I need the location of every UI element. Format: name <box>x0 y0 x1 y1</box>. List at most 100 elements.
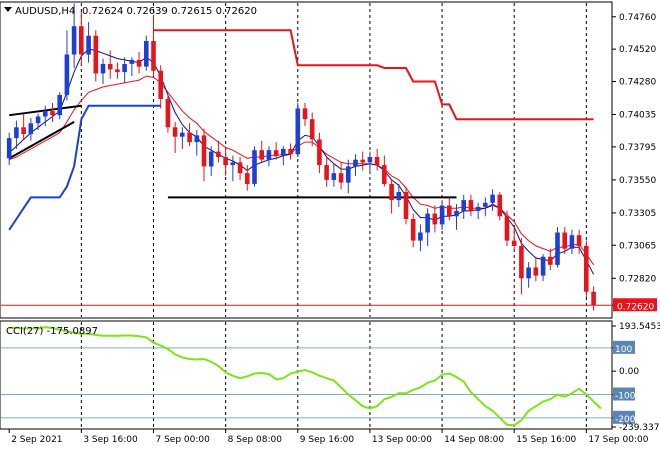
cci-label: CCI(27) -175.0897 <box>6 326 98 337</box>
price-tick-label: 0.73550 <box>619 176 656 186</box>
candle-body <box>410 219 416 241</box>
candle-body <box>418 232 423 241</box>
candle-body <box>288 148 293 155</box>
candle-body <box>100 64 106 74</box>
axes: 0.74760 0.74520 0.74280 0.74035 0.73795 0.735… <box>8 13 660 445</box>
candle-body <box>129 59 135 64</box>
price-tick-label: 0.74280 <box>619 77 656 87</box>
candle-body <box>136 59 142 67</box>
candle-body <box>194 135 200 143</box>
candle-body <box>475 206 481 211</box>
candle-body <box>302 108 308 120</box>
candle-body <box>447 205 452 217</box>
candle-body <box>79 26 84 55</box>
price-tick-label: 0.72820 <box>619 274 656 284</box>
candle-body <box>180 132 185 137</box>
candle-body <box>273 150 279 156</box>
cci-tick-label: 0.00 <box>619 367 639 377</box>
cci-tick-label: -239.337 <box>619 423 659 433</box>
candle-body <box>562 232 567 249</box>
channel-upper-line <box>153 29 594 121</box>
candle-body <box>591 291 596 306</box>
time-tick-label: 14 Sep 08:00 <box>444 435 504 445</box>
candle-body <box>403 192 409 219</box>
candle-body <box>353 159 358 167</box>
candle-body <box>165 99 171 128</box>
candle-body <box>576 235 582 246</box>
candle-body <box>432 213 438 225</box>
candle-body <box>216 151 221 157</box>
candle-body <box>71 26 77 55</box>
candle-body <box>295 108 301 155</box>
candle-body <box>208 151 214 167</box>
dropdown-arrow-icon[interactable] <box>4 7 12 12</box>
trend-line <box>8 121 75 160</box>
candle-body <box>144 41 149 67</box>
candle-body <box>540 256 546 276</box>
candle-body <box>526 267 531 279</box>
candle-body <box>158 70 163 99</box>
candle-body <box>115 69 120 73</box>
time-tick-label: 8 Sep 08:00 <box>228 435 283 445</box>
candle-body <box>266 150 272 160</box>
candle-body <box>439 205 445 225</box>
candle-body <box>396 192 402 201</box>
cci-tick-label: 193.5453 <box>619 322 660 332</box>
candle-body <box>252 150 257 184</box>
candle-body <box>454 210 459 217</box>
last-price-label: 0.72620 <box>617 302 654 312</box>
price-tick-label: 0.73305 <box>619 209 656 219</box>
candle-body <box>324 165 329 180</box>
time-tick-label: 13 Sep 00:00 <box>372 435 432 445</box>
candle-body <box>468 200 474 211</box>
candle-body <box>374 157 380 166</box>
cci-level-label: 100 <box>615 345 632 355</box>
candle-body <box>555 232 560 265</box>
ma-long-line <box>9 75 595 266</box>
ma-short-line <box>8 48 595 275</box>
candle-body <box>86 35 91 55</box>
candle-body <box>533 267 539 276</box>
candle-body <box>548 256 553 265</box>
price-tick-label: 0.74520 <box>619 45 656 55</box>
candle-body <box>122 64 127 73</box>
candle-body <box>223 157 228 166</box>
candle-body <box>360 159 365 163</box>
candle-body <box>93 35 99 74</box>
price-tick-label: 0.73065 <box>619 241 656 251</box>
candle-body <box>584 245 589 292</box>
chart-header: AUDUSD,H4 0.72624 0.72639 0.72615 0.7262… <box>4 6 257 17</box>
ohlc-readout: 0.72624 0.72639 0.72615 0.72620 <box>82 6 257 17</box>
cci-line <box>9 326 602 427</box>
candle-body <box>50 111 55 116</box>
cci-level-label: -200 <box>615 415 636 425</box>
candle-body <box>230 162 236 166</box>
time-tick-label: 3 Sep 16:00 <box>83 435 138 445</box>
cci-level-label: -100 <box>615 391 636 401</box>
candle-body <box>187 132 192 143</box>
time-tick-label: 17 Sep 00:00 <box>588 435 648 445</box>
candle-body <box>237 162 243 174</box>
candle-body <box>172 127 178 137</box>
candle-body <box>461 200 466 211</box>
time-tick-label: 15 Sep 16:00 <box>516 435 576 445</box>
time-tick-label: 9 Sep 16:00 <box>300 435 355 445</box>
candle-body <box>504 216 510 241</box>
candle-body <box>519 245 524 279</box>
candle-body <box>57 95 62 116</box>
cci-panel-frame <box>0 320 613 430</box>
candle-body <box>338 173 344 183</box>
candle-body <box>35 116 41 124</box>
candle-body <box>346 166 351 183</box>
candle-body <box>309 119 315 140</box>
cci-level-tag <box>613 340 635 354</box>
candle-body <box>259 150 264 160</box>
candle-body <box>107 64 113 70</box>
candle-body <box>382 165 387 184</box>
candle-body <box>21 127 26 134</box>
candle-body <box>569 235 575 249</box>
candle-body <box>317 139 322 166</box>
symbol-timeframe: AUDUSD,H4 <box>15 6 75 17</box>
candle-body <box>511 240 517 246</box>
candle-body <box>43 111 48 117</box>
